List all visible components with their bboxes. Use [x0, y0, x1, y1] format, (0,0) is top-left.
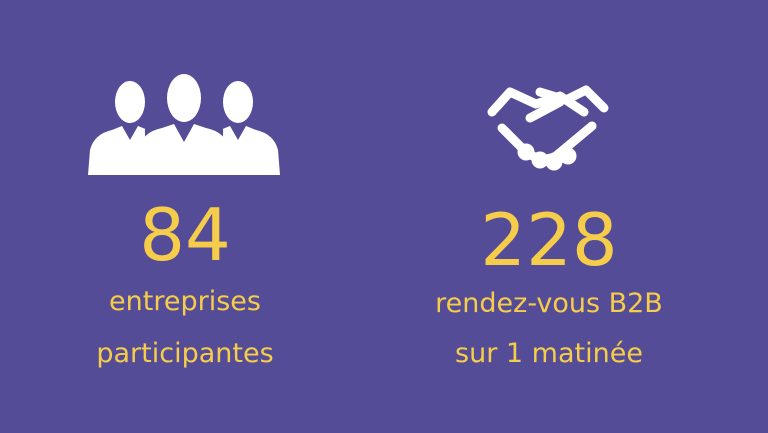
- handshake-icon: [487, 85, 609, 171]
- person-body: [136, 124, 232, 175]
- person-head: [223, 81, 253, 123]
- handshake-thumb: [525, 97, 565, 123]
- stat-label: entreprises: [109, 286, 261, 317]
- stat-label: rendez-vous B2B: [435, 288, 663, 319]
- stat-value: 228: [480, 198, 617, 282]
- finger: [517, 143, 535, 161]
- people-icon: [88, 74, 280, 175]
- person-head: [167, 74, 201, 122]
- finger: [559, 147, 577, 165]
- person-head: [115, 81, 145, 123]
- finger: [545, 153, 563, 171]
- person-body: [218, 126, 280, 175]
- person-body: [88, 126, 150, 175]
- stat-label: participantes: [96, 338, 273, 369]
- stat-label: sur 1 matinée: [455, 338, 643, 369]
- stat-value: 84: [139, 193, 231, 277]
- handshake-right: [535, 85, 609, 113]
- finger: [531, 151, 549, 169]
